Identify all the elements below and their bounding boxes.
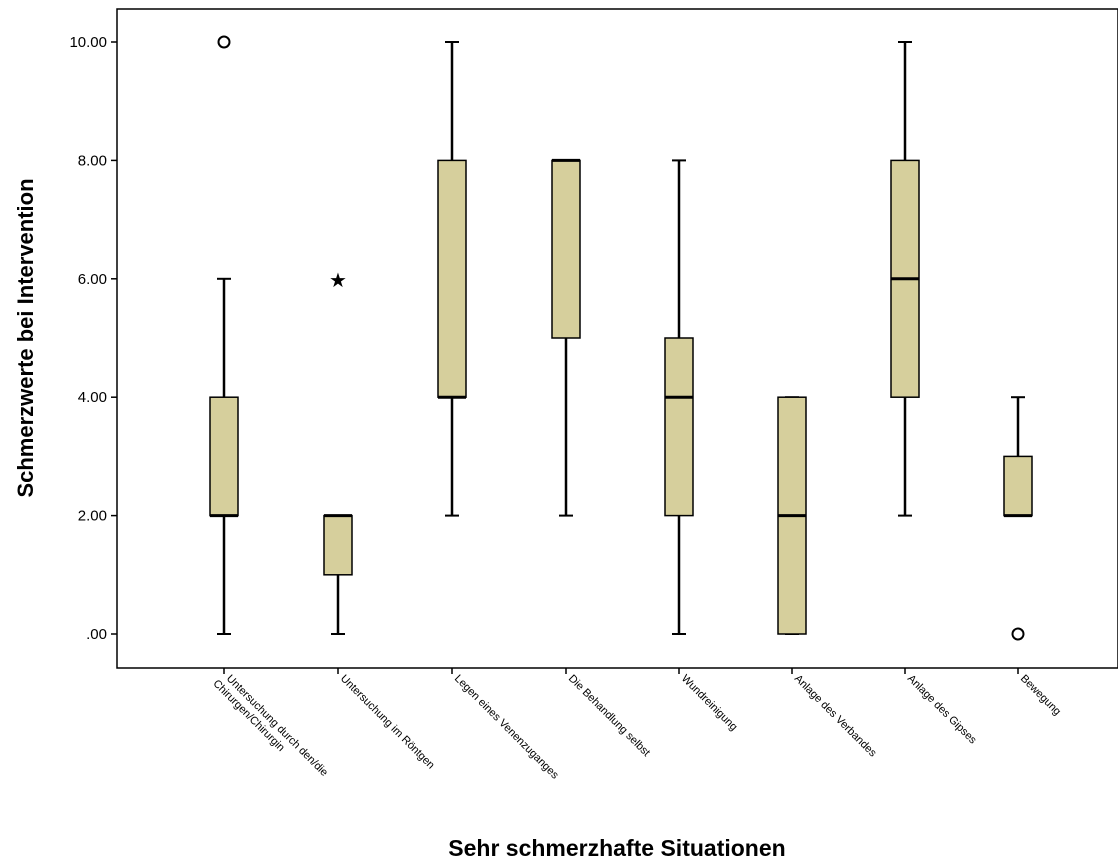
box-iqr	[209, 396, 239, 517]
x-tick-label: Anlage des Gipses	[905, 673, 979, 747]
box-iqr	[323, 514, 353, 576]
outlier-circle	[1011, 627, 1025, 641]
x-tick-label: Untersuchung im Röntgen	[338, 673, 437, 772]
y-tick-label: 8.00	[78, 152, 107, 169]
box-iqr	[1003, 455, 1033, 517]
box-iqr	[664, 337, 694, 517]
x-tick-label: Die Behandlung selbst	[566, 673, 652, 759]
x-tick-label-line: Anlage des Gipses	[905, 673, 979, 747]
x-tick-label-line: Bewegung	[1018, 673, 1063, 718]
y-tick-label: 4.00	[78, 389, 107, 406]
plot-frame	[116, 8, 1118, 669]
x-tick-label-line: Untersuchung im Röntgen	[338, 673, 437, 772]
x-tick-label: Untersuchung durch den/dieChirurgen/Chir…	[210, 668, 330, 788]
box-iqr	[551, 159, 581, 339]
y-tick-label: 6.00	[78, 271, 107, 288]
x-tick-label-line: Anlage des Verbandes	[792, 673, 879, 760]
x-tick-label-line: Legen eines Venenzuganges	[452, 673, 561, 782]
y-tick-label: .00	[86, 626, 107, 643]
x-tick-label-line: Wundreinigung	[679, 673, 740, 734]
outlier-circle	[217, 35, 231, 49]
x-tick-label: Wundreinigung	[679, 673, 740, 734]
x-tick-label-line: Untersuchung durch den/die	[224, 673, 330, 779]
outlier-star: ★	[329, 268, 347, 292]
x-tick-label-line: Die Behandlung selbst	[566, 673, 652, 759]
y-tick-label: 2.00	[78, 508, 107, 525]
y-axis-title: Schmerzwerte bei Intervention	[13, 178, 38, 497]
x-axis-title: Sehr schmerzhafte Situationen	[448, 835, 785, 861]
x-tick-label: Anlage des Verbandes	[792, 673, 879, 760]
y-axis: .00 2.00 4.00 6.00 8.00 10.00	[69, 34, 117, 643]
box-iqr	[437, 159, 467, 398]
x-tick-label: Bewegung	[1018, 673, 1063, 718]
y-tick-label: 10.00	[69, 34, 107, 51]
x-axis: Untersuchung durch den/dieChirurgen/Chir…	[210, 668, 1063, 788]
x-tick-label: Legen eines Venenzuganges	[452, 673, 561, 782]
boxes-group: ★	[209, 35, 1033, 641]
